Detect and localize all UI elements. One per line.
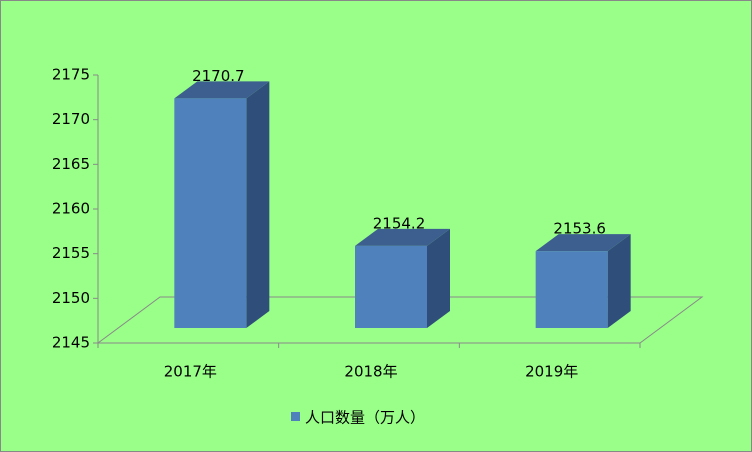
bar-front (535, 251, 608, 328)
bar-front (355, 245, 427, 328)
y-tick-label: 2155 (52, 244, 90, 262)
bar-side (427, 228, 450, 328)
bar-front (174, 98, 247, 328)
bar-side (246, 81, 270, 328)
x-tick-label: 2018年 (344, 363, 397, 381)
y-tick-label: 2145 (52, 334, 90, 352)
y-tick-label: 2160 (52, 200, 90, 218)
value-label: 2170.7 (192, 67, 245, 85)
bar-top (355, 228, 450, 246)
bar-side (607, 234, 631, 328)
value-label: 2154.2 (373, 214, 426, 232)
y-tick-label: 2150 (52, 289, 90, 307)
legend-swatch (291, 412, 300, 421)
bar (355, 228, 450, 328)
value-label: 2153.6 (553, 220, 606, 238)
y-tick-label: 2175 (52, 66, 90, 84)
bar-top (535, 234, 631, 252)
bar (174, 81, 270, 328)
y-tick-label: 2170 (52, 110, 90, 128)
x-tick-label: 2017年 (164, 363, 217, 381)
x-tick-label: 2019年 (525, 363, 578, 381)
y-tick-label: 2165 (52, 155, 90, 173)
legend-label: 人口数量（万人） (305, 409, 425, 427)
bar-top (174, 81, 270, 99)
bar (535, 234, 631, 328)
